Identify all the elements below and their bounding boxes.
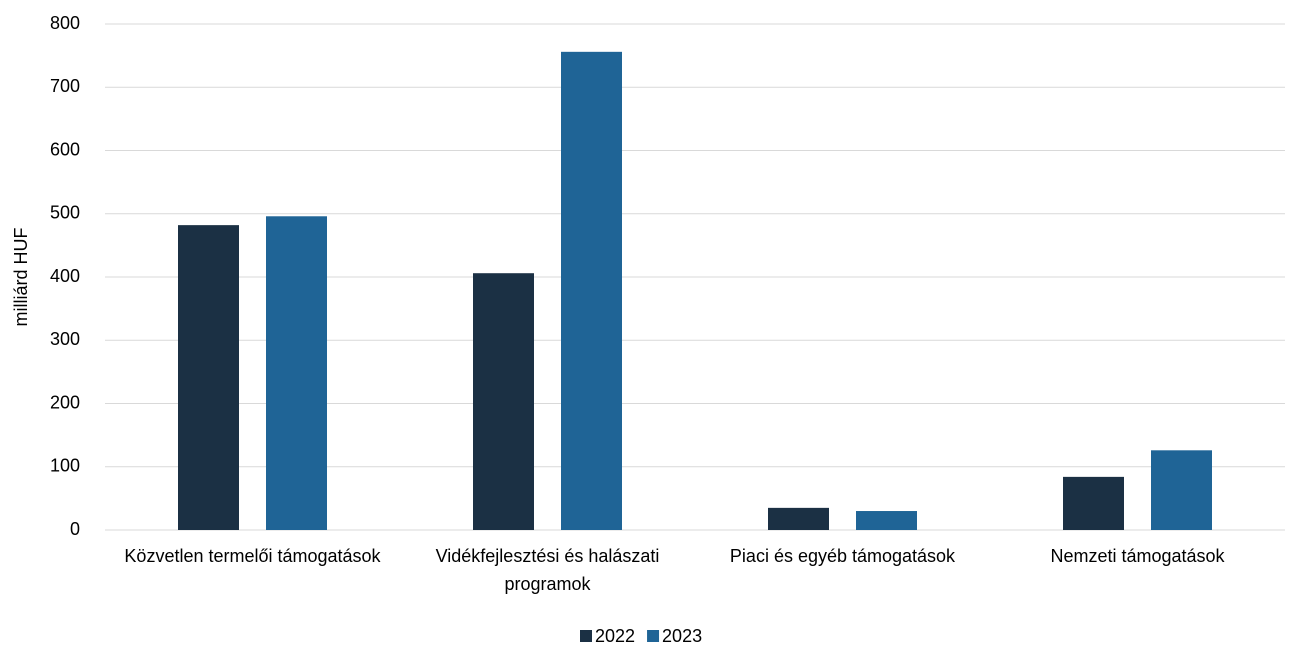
y-axis-label: milliárd HUF xyxy=(11,227,31,326)
y-tick-label: 300 xyxy=(50,329,80,349)
legend-label: 2023 xyxy=(662,626,702,646)
x-tick-label: Közvetlen termelői támogatások xyxy=(124,546,381,566)
y-tick-label: 0 xyxy=(70,519,80,539)
legend-label: 2022 xyxy=(595,626,635,646)
y-tick-label: 500 xyxy=(50,203,80,223)
bar xyxy=(856,511,917,530)
x-tick-label: Piaci és egyéb támogatások xyxy=(730,546,956,566)
y-tick-label: 200 xyxy=(50,392,80,412)
bar xyxy=(1063,476,1124,530)
x-tick-label: Vidékfejlesztési és halászati programok xyxy=(436,546,660,594)
bar xyxy=(473,273,534,530)
bar xyxy=(178,225,239,530)
legend-swatch xyxy=(580,630,592,642)
bar xyxy=(1151,450,1212,530)
y-tick-label: 100 xyxy=(50,456,80,476)
legend-swatch xyxy=(647,630,660,642)
x-tick-label: Nemzeti támogatások xyxy=(1050,546,1225,566)
y-tick-label: 400 xyxy=(50,266,80,286)
y-tick-label: 600 xyxy=(50,139,80,159)
bar xyxy=(561,51,622,530)
y-tick-label: 800 xyxy=(50,13,80,33)
bar xyxy=(266,216,327,530)
bar xyxy=(768,507,829,530)
y-tick-label: 700 xyxy=(50,76,80,96)
